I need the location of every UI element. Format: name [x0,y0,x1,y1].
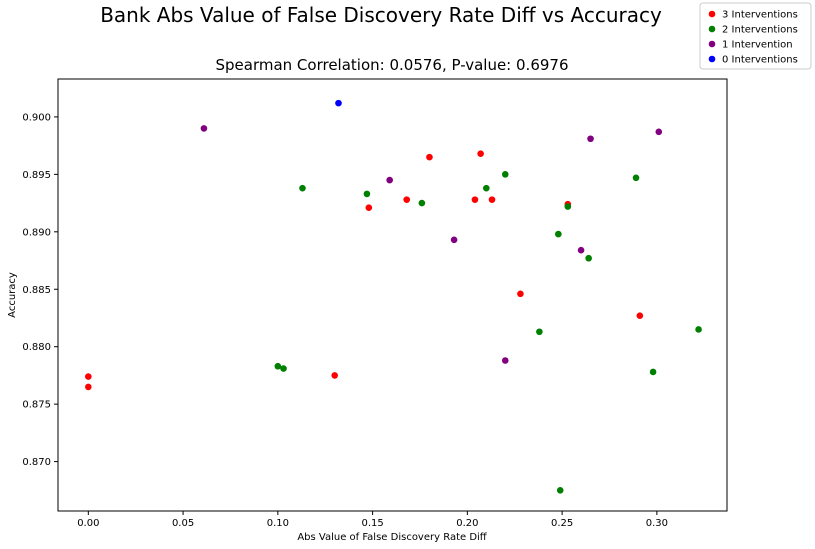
data-point-3-interventions [331,372,338,379]
y-tick-label: 0.875 [22,400,51,411]
data-point-2-interventions [555,230,562,238]
x-tick-label: 0.25 [551,518,573,529]
legend-marker [708,25,716,33]
data-point-3-interventions [488,196,496,203]
data-point-2-interventions [564,203,572,210]
data-point-3-interventions [517,290,524,298]
data-point-1-intervention [577,246,585,254]
data-point-2-interventions [632,174,640,182]
legend-label: 1 Intervention [722,40,793,51]
data-point-2-interventions [536,328,543,336]
x-tick-label: 0.15 [361,518,383,529]
data-point-2-interventions [274,362,282,370]
data-point-3-interventions [85,383,92,391]
data-point-2-interventions [418,199,426,207]
legend-marker [708,40,716,48]
y-tick-label: 0.885 [22,285,51,296]
data-point-3-interventions [403,196,411,203]
x-axis: 0.00 0.05 0.10 0.15 0.20 0.25 0.30 [77,511,668,529]
plot-area [57,78,728,512]
legend: 3 Interventions 2 Interventions 1 Interven… [699,2,812,70]
y-tick-label: 0.895 [22,170,51,181]
data-point-1-intervention [655,128,663,136]
y-tick-label: 0.870 [22,457,51,468]
legend-marker [708,10,716,18]
data-point-3-interventions [365,204,373,211]
data-point-0-interventions [335,99,342,107]
data-point-2-interventions [363,190,371,198]
chart-subtitle: Spearman Correlation: 0.0576, P-value: 0… [215,56,568,74]
data-point-2-interventions [280,365,287,372]
legend-marker [708,55,716,63]
legend-label: 2 Interventions [722,25,798,36]
y-tick-label: 0.900 [22,112,51,123]
data-point-3-interventions [426,153,433,161]
data-point-3-interventions [477,150,484,157]
data-point-1-intervention [501,357,509,364]
y-tick-label: 0.880 [22,342,51,353]
legend-box [699,2,812,70]
data-point-2-interventions [299,184,306,192]
data-point-1-intervention [200,125,208,132]
data-points [85,99,702,494]
data-point-2-interventions [556,487,564,494]
x-tick-label: 0.10 [267,518,289,529]
data-point-1-intervention [587,135,594,143]
data-point-2-interventions [501,171,509,178]
x-tick-label: 0.00 [77,518,99,529]
data-point-2-interventions [483,184,490,192]
data-point-2-interventions [585,254,592,262]
x-tick-label: 0.30 [646,518,668,529]
data-point-1-intervention [450,236,458,244]
data-point-3-interventions [85,373,92,380]
x-tick-label: 0.05 [172,518,194,529]
chart-title: Bank Abs Value of False Discovery Rate D… [100,3,662,27]
legend-label: 3 Interventions [722,10,798,21]
x-tick-label: 0.20 [456,518,478,529]
x-axis-label: Abs Value of False Discovery Rate Diff [297,532,487,543]
data-point-3-interventions [471,196,479,203]
data-point-1-intervention [386,176,393,184]
data-point-2-interventions [695,326,702,333]
y-axis: 0.870 0.875 0.880 0.885 0.890 0.895 0.900 [22,112,58,468]
data-point-3-interventions [636,312,644,319]
legend-label: 0 Interventions [722,55,798,66]
data-point-2-interventions [649,368,657,376]
y-tick-label: 0.890 [22,227,51,238]
y-axis-label: Accuracy [7,272,18,318]
